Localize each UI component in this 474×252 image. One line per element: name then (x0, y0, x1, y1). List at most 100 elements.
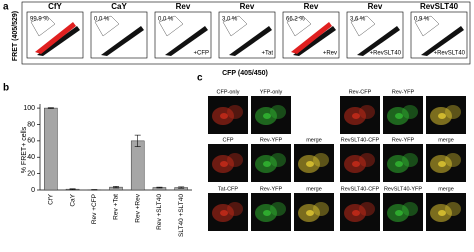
micrograph-label: RevSLT40-CFP (341, 186, 380, 192)
nucleus (438, 161, 446, 167)
micrograph-label: Rev-YFP (260, 137, 283, 143)
micrograph-label: Rev-YFP (260, 186, 283, 192)
panel-label: c (197, 73, 203, 84)
micrograph-label: merge (438, 186, 454, 192)
plot-frame (410, 11, 468, 59)
micrograph-label: RevSLT40-CFP (341, 137, 380, 143)
micrograph-label: Rev-CFP (349, 89, 372, 95)
cell (359, 202, 375, 216)
plot-frame (90, 11, 148, 59)
plot-frame (218, 11, 276, 59)
gate (286, 15, 312, 37)
axis-label: % FRET+ cells (21, 126, 28, 173)
cell (270, 153, 286, 167)
axis-label: FRET (405/529) (12, 11, 19, 61)
y-tick-label: 0 (31, 187, 35, 194)
condition-label: +CFP (193, 51, 209, 57)
percent-label: 66.2 % (286, 17, 305, 23)
percent-label: 0.0 % (158, 17, 174, 23)
y-tick-label: 20 (27, 170, 35, 177)
cell (402, 153, 418, 167)
condition-label: +Tat (261, 51, 273, 57)
error-bar (178, 186, 185, 189)
panel-a-frame (21, 1, 471, 65)
micrograph-label: RevSLT40-YFP (384, 186, 422, 192)
cell (313, 202, 329, 216)
nucleus (352, 210, 360, 216)
percent-label: 3.0 % (222, 17, 238, 23)
x-tick-label: Rev +SLT40 (156, 194, 163, 230)
plot-frame (154, 11, 212, 59)
axis-label: CFP (405/450) (222, 70, 268, 77)
cell (445, 105, 461, 119)
x-tick-label: SLT40 +SLT40 (178, 194, 185, 237)
event-cloud-positive (291, 22, 332, 54)
condition-label: +RevSLT40 (370, 51, 402, 57)
event-cloud (229, 26, 272, 56)
error-bar (134, 134, 141, 147)
cell (227, 153, 243, 167)
cell (402, 105, 418, 119)
plot-title: Rev (368, 2, 383, 11)
y-tick-label: 40 (27, 154, 35, 161)
bar (130, 140, 145, 191)
gate (158, 15, 184, 37)
cell (313, 153, 329, 167)
micrograph-label: CFP (223, 137, 234, 143)
micrograph-label: Tat-CFP (218, 186, 239, 192)
x-tick-label: CfY (48, 193, 55, 205)
micrograph-label: merge (438, 137, 454, 143)
plot-frame (346, 11, 404, 59)
error-bar (113, 186, 119, 189)
panel-label: a (3, 2, 9, 13)
percent-label: 0.0 % (94, 17, 110, 23)
cell (270, 105, 286, 119)
bar (44, 107, 58, 191)
cell (445, 202, 461, 216)
micrograph-label: Rev-YFP (392, 89, 415, 95)
nucleus (352, 113, 360, 119)
cell (270, 202, 286, 216)
cell (359, 153, 375, 167)
nucleus (220, 113, 228, 119)
y-tick-label: 100 (23, 105, 35, 112)
nucleus (220, 161, 228, 167)
gate (94, 15, 120, 37)
cell (227, 105, 243, 119)
y-tick-label: 60 (27, 138, 35, 145)
x-tick-label: Rev +Rev (134, 193, 141, 222)
plot-title: Rev (304, 2, 319, 11)
nucleus (395, 161, 403, 167)
cell (227, 202, 243, 216)
plot-frame (26, 11, 84, 59)
x-tick-label: Rev +CFP (91, 194, 98, 224)
event-cloud-positive (35, 22, 76, 54)
nucleus (438, 210, 446, 216)
micrograph-label: YFP-only (260, 89, 283, 95)
plot-title: Rev (240, 2, 255, 11)
event-cloud (421, 26, 464, 56)
y-tick-label: 80 (27, 121, 35, 128)
plot-title: Rev (176, 2, 191, 11)
micrograph-label: merge (306, 186, 322, 192)
gate (350, 15, 376, 37)
plot-title: CfY (48, 2, 62, 11)
plot-frame (282, 11, 340, 59)
nucleus (395, 113, 403, 119)
percent-label: 0.9 % (414, 17, 430, 23)
event-cloud (165, 26, 208, 56)
cell (359, 105, 375, 119)
nucleus (263, 210, 271, 216)
nucleus (306, 161, 314, 167)
percent-label: 3.6 % (350, 17, 366, 23)
panel-label: b (3, 83, 9, 94)
nucleus (395, 210, 403, 216)
plot-title: RevSLT40 (420, 2, 459, 11)
gate (414, 15, 440, 37)
cell (445, 153, 461, 167)
error-bar (69, 188, 76, 190)
gate (222, 15, 248, 37)
error-bar (47, 107, 54, 109)
